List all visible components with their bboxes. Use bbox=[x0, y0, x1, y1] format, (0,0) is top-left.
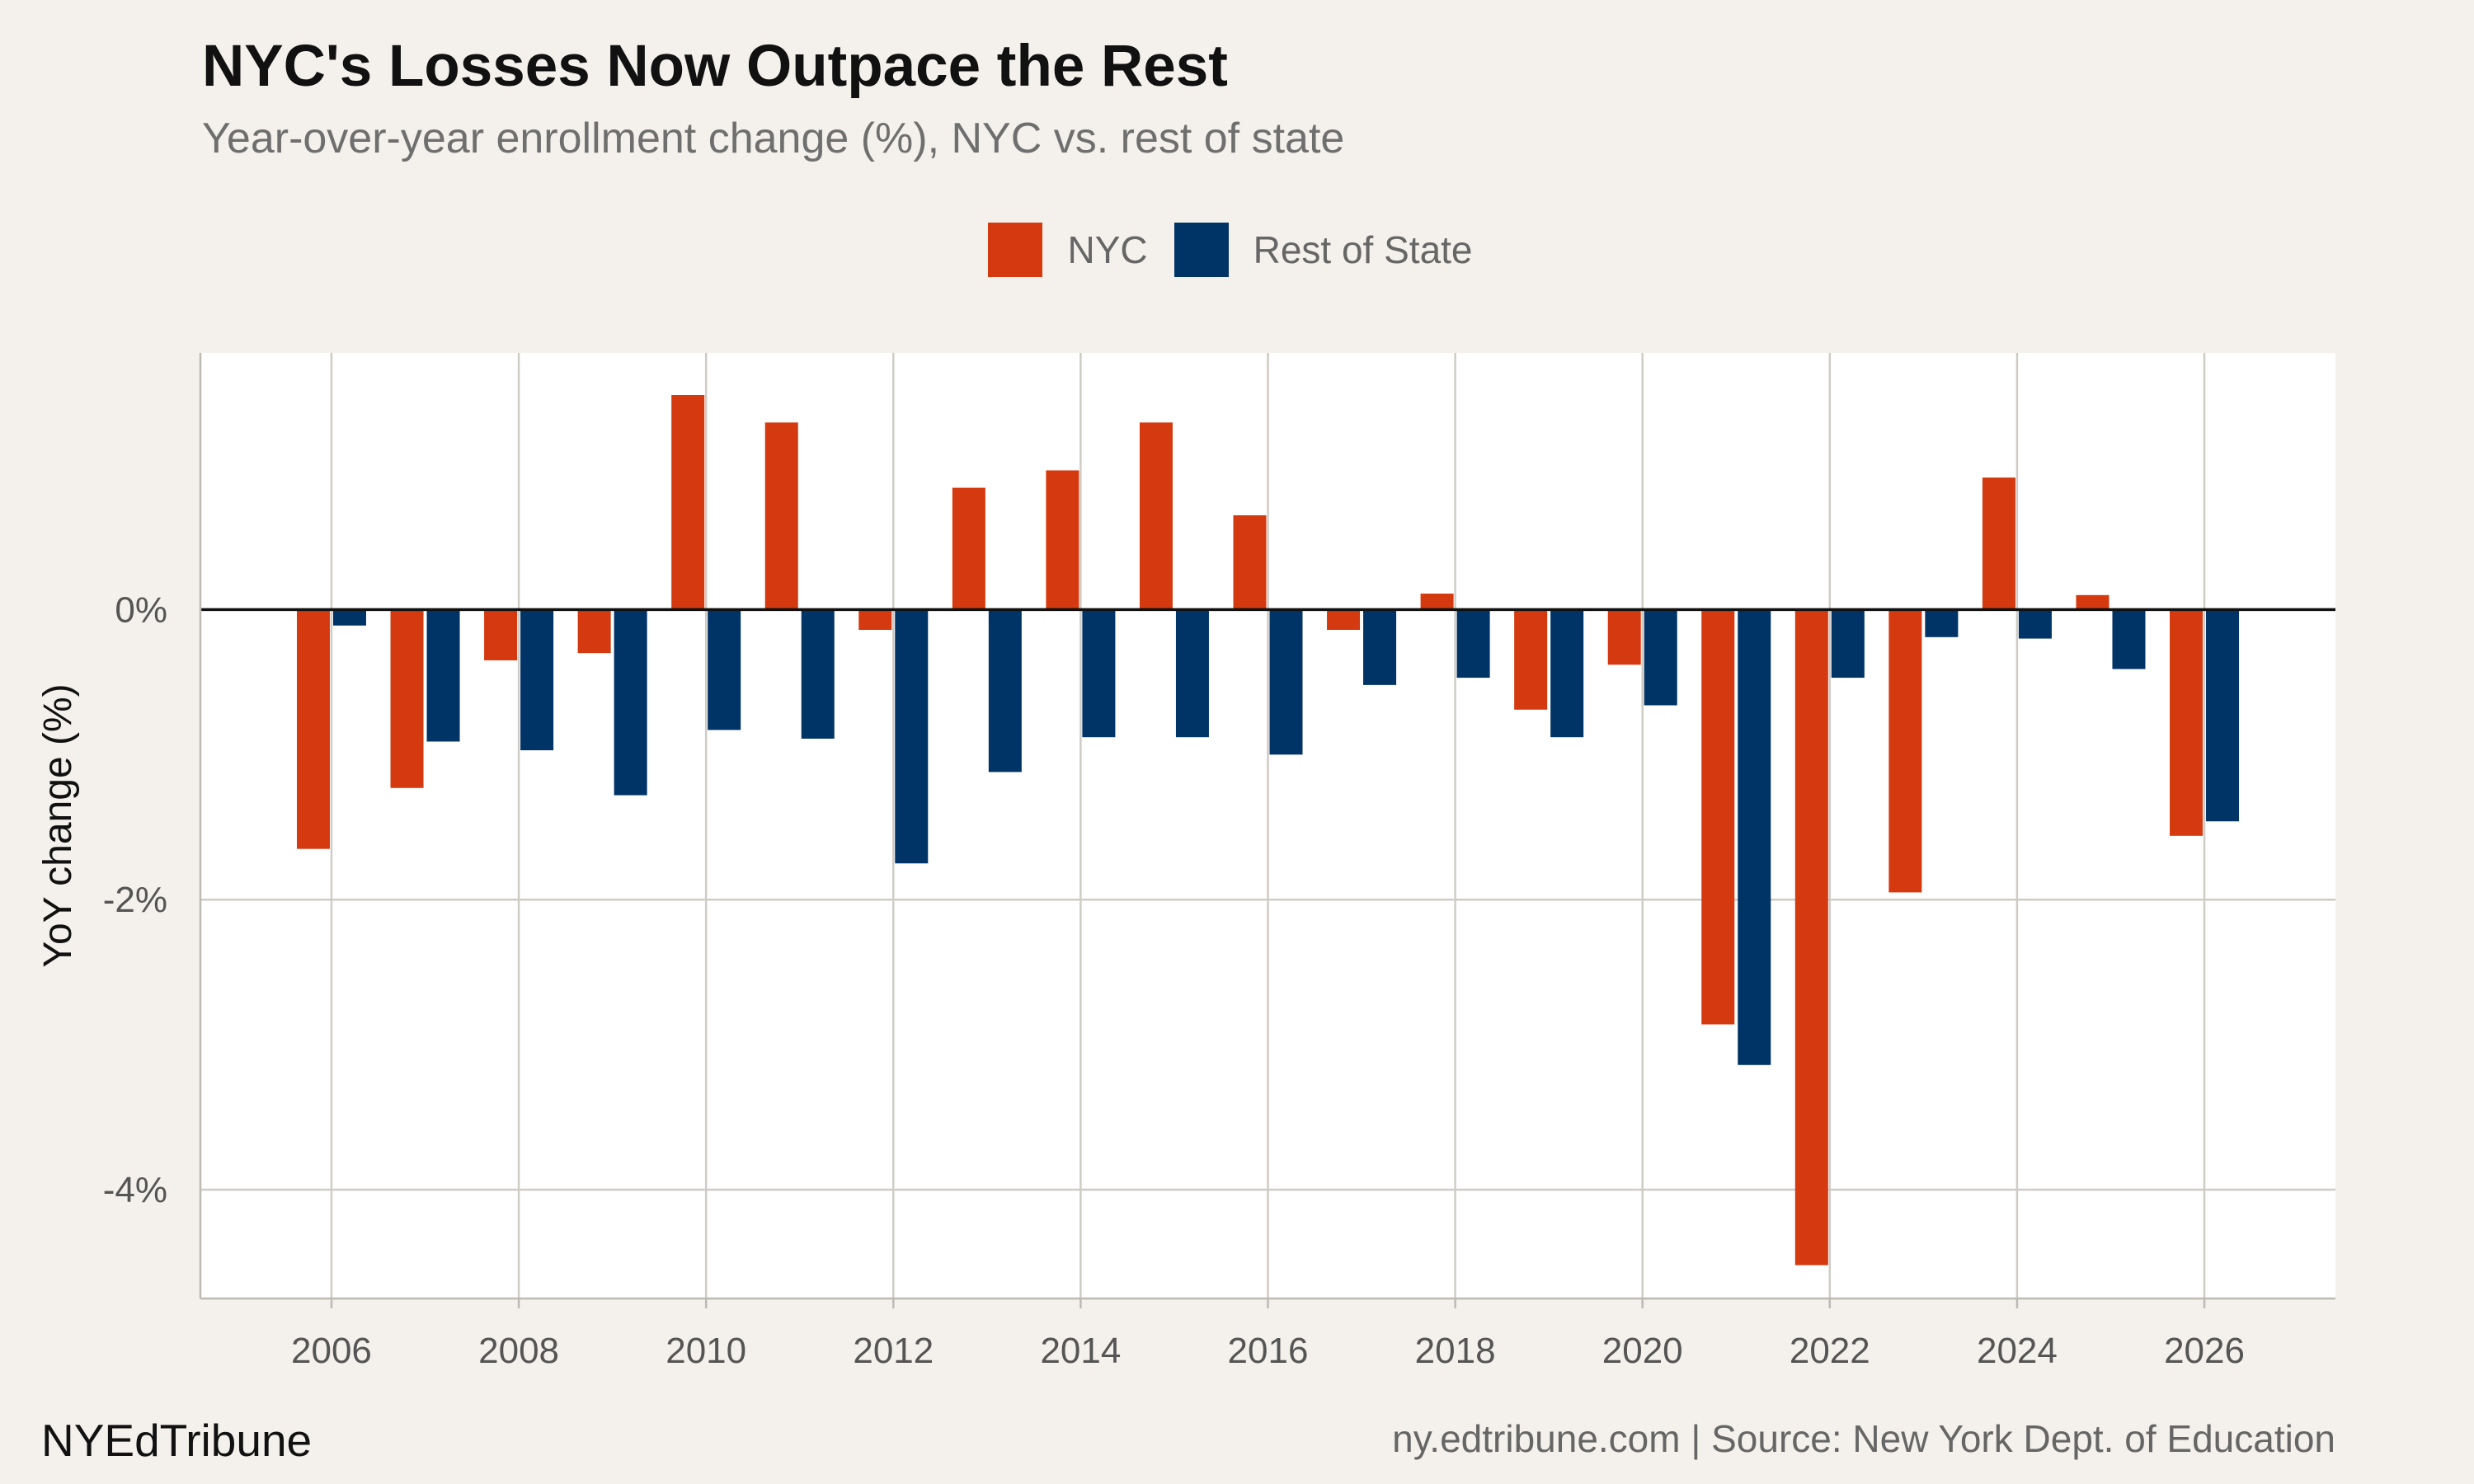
bar-nyc bbox=[1701, 609, 1735, 1025]
chart-subtitle: Year-over-year enrollment change (%), NY… bbox=[202, 115, 1345, 162]
bar-rest-of-state bbox=[1925, 609, 1959, 637]
y-tick-label: 0% bbox=[115, 589, 167, 630]
bar-rest-of-state bbox=[2112, 609, 2146, 669]
bar-rest-of-state bbox=[2018, 609, 2052, 639]
y-axis-label: YoY change (%) bbox=[36, 683, 80, 967]
bar-rest-of-state bbox=[1550, 609, 1584, 738]
y-tick-label: -2% bbox=[103, 880, 167, 920]
source-note: ny.edtribune.com | Source: New York Dept… bbox=[1392, 1417, 2335, 1460]
y-tick-label: -4% bbox=[103, 1170, 167, 1210]
bar-nyc bbox=[1888, 609, 1922, 893]
brand-label: NYEdTribune bbox=[41, 1415, 313, 1466]
bar-nyc bbox=[1420, 594, 1454, 610]
x-tick-label: 2010 bbox=[666, 1331, 746, 1371]
bar-rest-of-state bbox=[426, 609, 460, 742]
bar-rest-of-state bbox=[520, 609, 554, 751]
bar-nyc bbox=[1607, 609, 1641, 665]
bar-rest-of-state bbox=[1456, 609, 1490, 679]
bar-rest-of-state bbox=[2206, 609, 2240, 822]
chart-legend: NYC Rest of State bbox=[0, 223, 2474, 277]
bar-rest-of-state bbox=[1082, 609, 1116, 738]
x-tick-label: 2024 bbox=[1977, 1331, 2058, 1371]
x-tick-label: 2006 bbox=[291, 1331, 372, 1371]
x-tick-label: 2014 bbox=[1040, 1331, 1121, 1371]
legend-label-nyc: NYC bbox=[1067, 228, 1148, 271]
x-tick-label: 2008 bbox=[478, 1331, 559, 1371]
bar-nyc bbox=[484, 609, 518, 660]
bar-rest-of-state bbox=[1363, 609, 1397, 685]
bar-nyc bbox=[952, 487, 985, 610]
x-tick-label: 2022 bbox=[1790, 1331, 1870, 1371]
chart-title: NYC's Losses Now Outpace the Rest bbox=[202, 34, 1228, 99]
bar-rest-of-state bbox=[895, 609, 929, 864]
legend-label-rest: Rest of State bbox=[1253, 228, 1473, 271]
x-tick-label: 2020 bbox=[1602, 1331, 1683, 1371]
bar-rest-of-state bbox=[1644, 609, 1677, 706]
legend-swatch-rest bbox=[1174, 223, 1229, 277]
x-tick-label: 2012 bbox=[853, 1331, 934, 1371]
bar-nyc bbox=[1794, 609, 1828, 1266]
bar-nyc bbox=[1233, 515, 1267, 610]
bar-rest-of-state bbox=[1738, 609, 1771, 1065]
bar-nyc bbox=[1982, 477, 2015, 610]
bar-rest-of-state bbox=[1175, 609, 1209, 738]
bar-nyc bbox=[2076, 594, 2109, 610]
bar-rest-of-state bbox=[801, 609, 835, 739]
bar-nyc bbox=[671, 395, 705, 610]
bar-rest-of-state bbox=[708, 609, 741, 730]
legend-swatch-nyc bbox=[988, 223, 1043, 277]
legend-item-rest: Rest of State bbox=[1174, 223, 1473, 277]
bar-rest-of-state bbox=[988, 609, 1022, 773]
bar-nyc bbox=[1046, 470, 1079, 610]
bar-rest-of-state bbox=[1831, 609, 1865, 679]
bar-nyc bbox=[858, 609, 892, 631]
bar-rest-of-state bbox=[614, 609, 647, 796]
bar-nyc bbox=[296, 609, 330, 849]
bar-nyc bbox=[764, 422, 798, 610]
x-tick-label: 2018 bbox=[1415, 1331, 1496, 1371]
bar-rest-of-state bbox=[1269, 609, 1303, 755]
bar-nyc bbox=[577, 609, 611, 654]
bar-nyc bbox=[1139, 422, 1173, 610]
bar-nyc bbox=[1514, 609, 1548, 710]
x-tick-label: 2026 bbox=[2164, 1331, 2245, 1371]
bar-rest-of-state bbox=[332, 609, 366, 626]
bar-nyc bbox=[390, 609, 424, 788]
x-tick-label: 2016 bbox=[1228, 1331, 1309, 1371]
bar-nyc bbox=[1327, 609, 1361, 631]
legend-item-nyc: NYC bbox=[988, 223, 1148, 277]
bar-nyc bbox=[2170, 609, 2204, 836]
